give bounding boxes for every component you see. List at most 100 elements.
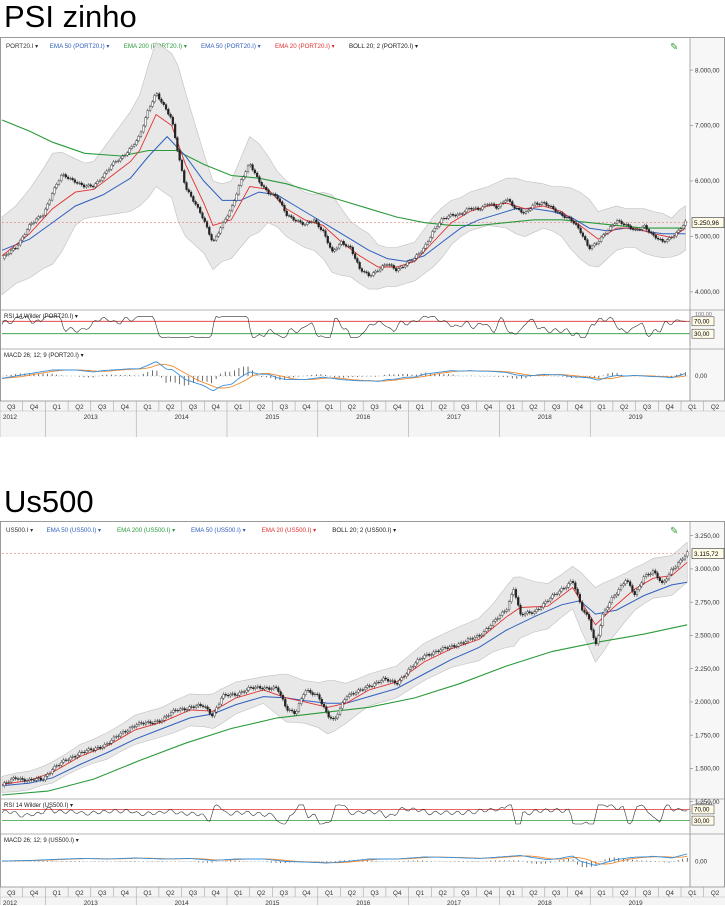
y-tick-label: 2.750,00	[695, 599, 720, 606]
quarter-label: Q2	[438, 890, 447, 897]
quarter-label: Q3	[189, 404, 198, 411]
quarter-label: Q4	[393, 404, 402, 411]
year-label: 2013	[84, 900, 99, 905]
year-label: 2017	[447, 414, 462, 421]
quarter-label: Q4	[484, 404, 493, 411]
legend-entry: EMA 50 (PORT20.I) ▾	[50, 43, 110, 50]
y-tick-label: 2.250,00	[695, 666, 720, 673]
quarter-label: Q1	[234, 404, 243, 411]
quarter-label: Q4	[121, 890, 130, 897]
quarter-label: Q4	[575, 404, 584, 411]
quarter-label: Q4	[575, 890, 584, 897]
year-label: 2019	[629, 900, 644, 905]
candle	[147, 109, 149, 120]
quarter-label: Q1	[597, 404, 606, 411]
candle	[177, 136, 179, 152]
y-tick-label: 3.250,00	[695, 533, 720, 540]
last-value-label: 3.115,72	[694, 551, 719, 558]
psi-chart-panel: PORT20.I ▾EMA 50 (PORT20.I) ▾EMA 200 (PO…	[0, 37, 725, 437]
quarter-label: Q2	[348, 404, 357, 411]
quarter-label: Q1	[416, 890, 425, 897]
quarter-label: Q4	[393, 890, 402, 897]
rsi-level-label: 70,00	[694, 319, 710, 326]
candle	[186, 181, 188, 192]
year-label: 2018	[538, 900, 553, 905]
candle	[174, 123, 176, 140]
quarter-label: Q3	[552, 404, 561, 411]
quarter-label: Q2	[620, 890, 629, 897]
quarter-label: Q1	[597, 890, 606, 897]
quarter-label: Q1	[325, 890, 334, 897]
year-label: 2017	[447, 900, 462, 905]
quarter-label: Q4	[484, 890, 493, 897]
quarter-label: Q3	[98, 404, 107, 411]
y-tick-label: 2.000,00	[695, 699, 720, 706]
legend-entry: EMA 20 (US500.I) ▾	[262, 527, 317, 534]
quarter-label: Q3	[189, 890, 198, 897]
chart-title-psi: PSI zinho	[4, 1, 137, 32]
quarter-label: Q2	[348, 890, 357, 897]
candle	[590, 617, 592, 632]
quarter-label: Q2	[166, 890, 175, 897]
year-label: 2012	[3, 414, 18, 421]
legend-entry: EMA 50 (PORT20.I) ▾	[201, 43, 261, 50]
quarter-label: Q1	[507, 890, 516, 897]
year-label: 2016	[356, 900, 371, 905]
year-label: 2015	[265, 900, 280, 905]
quarter-label: Q3	[461, 890, 470, 897]
quarter-label: Q2	[257, 890, 266, 897]
candle	[602, 612, 604, 628]
legend-entry: BOLL 20; 2 (PORT20.I) ▾	[349, 43, 418, 50]
quarter-label: Q1	[416, 404, 425, 411]
quarter-label: Q1	[688, 404, 697, 411]
candle	[181, 158, 183, 172]
quarter-label: Q1	[507, 404, 516, 411]
legend-entry: PORT20.I ▾	[6, 43, 38, 50]
legend-entry: EMA 50 (US500.I) ▾	[191, 527, 246, 534]
quarter-label: Q3	[7, 890, 16, 897]
quarter-label: Q2	[75, 890, 84, 897]
quarter-label: Q2	[529, 404, 538, 411]
pencil-icon: ✎	[670, 42, 678, 53]
legend-entry: EMA 200 (US500.I) ▾	[117, 527, 175, 534]
year-label: 2019	[629, 414, 644, 421]
quarter-label: Q2	[711, 890, 720, 897]
year-label: 2014	[175, 900, 190, 905]
year-label: 2012	[3, 900, 18, 905]
y-tick-label: 7.000,00	[695, 123, 720, 130]
quarter-label: Q3	[552, 890, 561, 897]
quarter-label: Q2	[620, 404, 629, 411]
quarter-label: Q1	[53, 890, 62, 897]
legend-entry: EMA 20 (PORT20.I) ▾	[275, 43, 335, 50]
quarter-label: Q3	[461, 404, 470, 411]
candle	[600, 624, 602, 638]
quarter-label: Q2	[529, 890, 538, 897]
quarter-label: Q4	[211, 404, 220, 411]
y-tick-label: 1.750,00	[695, 732, 720, 739]
rsi-level-label: 70,00	[694, 807, 710, 814]
legend-entry: BOLL 20; 2 (US500.I) ▾	[332, 527, 396, 534]
y-tick-label: 5.000,00	[695, 234, 720, 241]
quarter-label: Q3	[280, 890, 289, 897]
macd-zero-label: 0,00	[695, 373, 708, 380]
quarter-label: Q4	[665, 404, 674, 411]
quarter-label: Q3	[98, 890, 107, 897]
macd-label: MACD 26; 12; 9 (PORT20.I) ▾	[4, 353, 84, 359]
quarter-label: Q2	[75, 404, 84, 411]
y-tick-label: 2.500,00	[695, 633, 720, 640]
quarter-label: Q4	[121, 404, 130, 411]
y-tick-label: 3.000,00	[695, 566, 720, 573]
year-label: 2014	[175, 414, 190, 421]
quarter-label: Q4	[30, 404, 39, 411]
y-tick-label: 1.500,00	[695, 766, 720, 773]
quarter-label: Q2	[438, 404, 447, 411]
quarter-label: Q4	[302, 404, 311, 411]
candle	[520, 603, 522, 616]
year-label: 2013	[84, 414, 99, 421]
year-label: 2016	[356, 414, 371, 421]
quarter-label: Q4	[665, 890, 674, 897]
quarter-label: Q3	[7, 404, 16, 411]
rsi-label: RSI 14 Wilder (US500.I) ▾	[4, 803, 73, 809]
y-tick-label: 4.000,00	[695, 289, 720, 296]
candle	[183, 169, 185, 184]
